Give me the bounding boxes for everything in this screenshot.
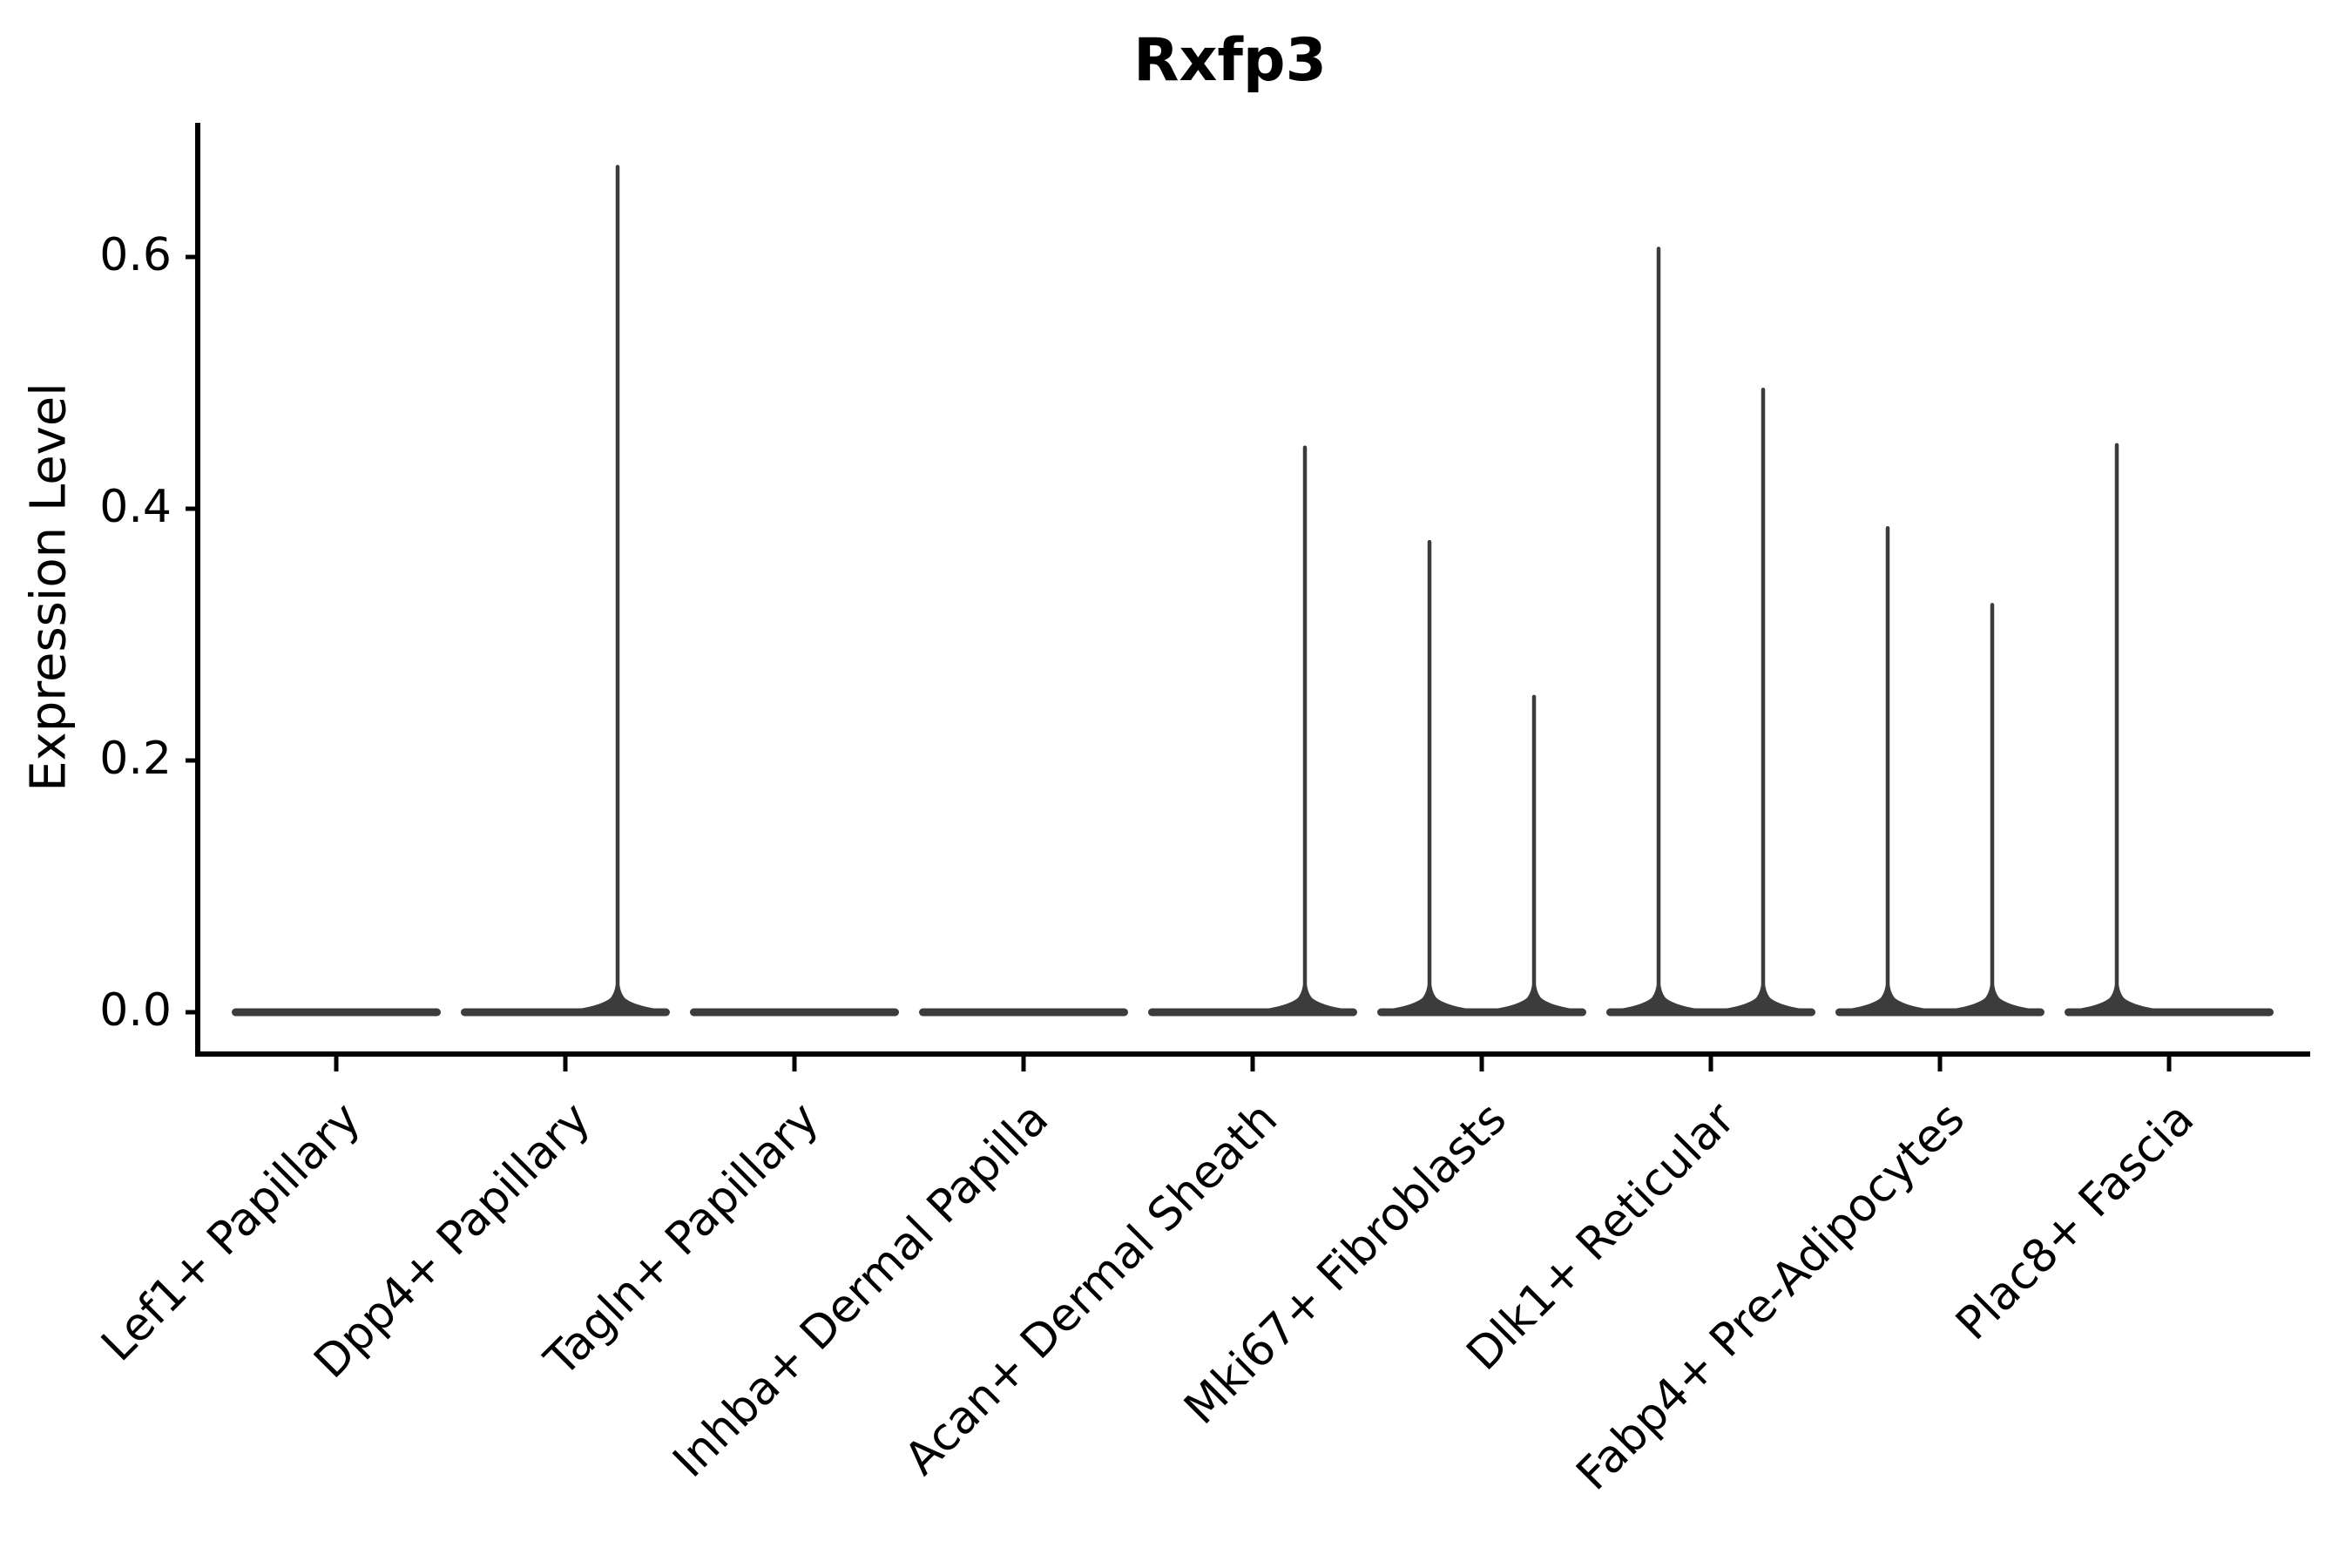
y-tick-label: 0.0 <box>99 983 172 1037</box>
violin-bar <box>919 1008 1128 1017</box>
y-tick-label: 0.2 <box>99 732 172 785</box>
plot-title: Rxfp3 <box>1133 26 1327 95</box>
violin-tail-base <box>1840 985 1936 1015</box>
violin-bar <box>232 1008 441 1017</box>
violin-tail-base <box>570 985 666 1015</box>
y-axis-label: Expression Level <box>20 382 78 792</box>
y-tick-label: 0.4 <box>99 480 172 533</box>
violin-tail-base <box>1382 985 1477 1015</box>
violin-tail-base <box>1715 985 1811 1015</box>
violin-tail-base <box>1944 985 2040 1015</box>
y-tick-label: 0.6 <box>99 228 172 281</box>
violin-tail-base <box>1611 985 1707 1015</box>
violin-tail-base <box>2069 985 2165 1015</box>
violin-tail-base <box>1486 985 1582 1015</box>
violin-bar <box>690 1008 899 1017</box>
violin-tail-base <box>1257 985 1353 1015</box>
